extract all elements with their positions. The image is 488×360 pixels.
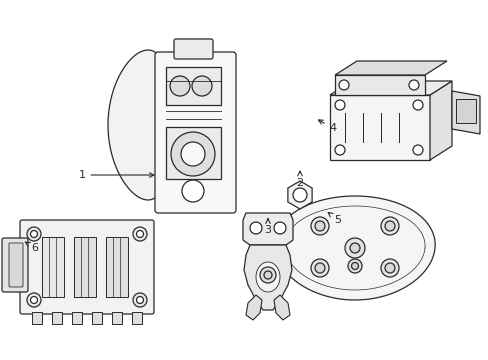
Circle shape [171,132,215,176]
Bar [112,312,122,324]
FancyBboxPatch shape [155,52,236,213]
Bar [72,312,82,324]
Bar [52,312,62,324]
Text: 2: 2 [296,171,303,188]
Circle shape [380,217,398,235]
Polygon shape [429,81,451,160]
Polygon shape [329,81,451,95]
Circle shape [338,80,348,90]
Circle shape [310,217,328,235]
Polygon shape [334,61,446,75]
Circle shape [133,293,147,307]
Bar [106,237,128,297]
Bar [92,312,102,324]
Circle shape [310,259,328,277]
FancyBboxPatch shape [20,220,154,314]
Circle shape [27,227,41,241]
Circle shape [273,222,285,234]
Circle shape [349,243,359,253]
Bar [455,99,475,123]
Polygon shape [274,196,434,300]
Circle shape [136,230,143,238]
Polygon shape [256,262,280,292]
Text: 3: 3 [264,219,271,235]
Circle shape [292,188,306,202]
Circle shape [192,76,212,96]
Circle shape [314,263,325,273]
Bar [74,237,96,297]
Polygon shape [451,91,479,134]
Bar [165,67,221,105]
Circle shape [347,259,361,273]
Circle shape [384,263,394,273]
Circle shape [334,145,345,155]
Circle shape [334,100,345,110]
Circle shape [384,221,394,231]
Polygon shape [245,295,262,320]
Circle shape [181,142,204,166]
Bar [132,312,142,324]
Text: 1: 1 [79,170,154,180]
Text: 6: 6 [25,242,39,253]
Circle shape [314,221,325,231]
Circle shape [182,180,203,202]
Circle shape [30,230,38,238]
FancyBboxPatch shape [2,238,28,292]
Circle shape [412,145,422,155]
Polygon shape [244,245,291,310]
FancyBboxPatch shape [174,39,213,59]
Text: 4: 4 [318,120,336,133]
Bar [42,237,64,297]
Circle shape [408,80,418,90]
Circle shape [170,76,190,96]
Circle shape [249,222,262,234]
Polygon shape [329,95,429,160]
Circle shape [260,267,275,283]
Circle shape [30,297,38,303]
Bar [165,127,221,179]
Circle shape [345,238,364,258]
Polygon shape [108,50,178,200]
Circle shape [27,293,41,307]
Circle shape [133,227,147,241]
Circle shape [380,259,398,277]
FancyBboxPatch shape [9,243,23,287]
Circle shape [351,262,358,270]
Polygon shape [243,213,292,245]
Circle shape [412,100,422,110]
Polygon shape [287,181,311,209]
Circle shape [264,271,271,279]
Bar [334,75,424,95]
Bar [32,312,42,324]
Polygon shape [273,295,289,320]
Text: 5: 5 [327,212,341,225]
Circle shape [136,297,143,303]
